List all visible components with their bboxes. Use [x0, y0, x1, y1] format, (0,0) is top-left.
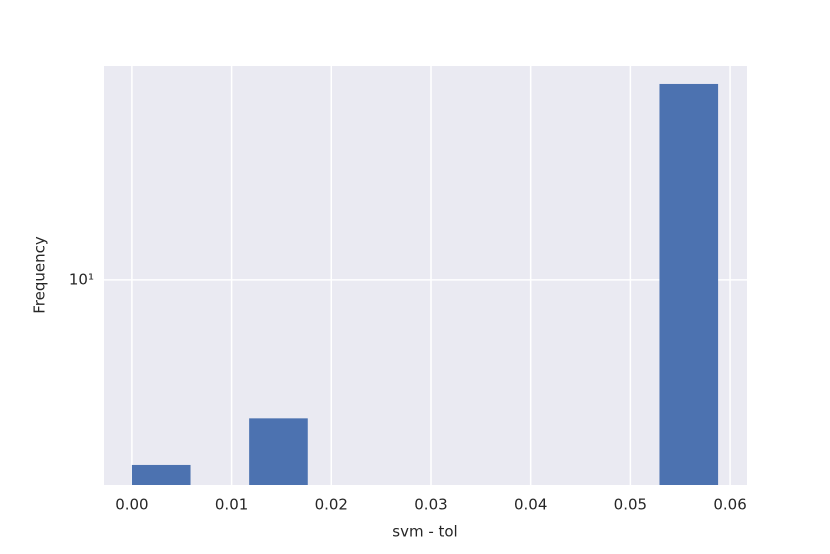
- bar: [659, 83, 719, 486]
- x-tick-label: 0.05: [614, 496, 647, 514]
- y-tick-label: 10¹: [69, 270, 94, 288]
- y-axis-label: Frequency: [31, 236, 49, 314]
- x-axis-label: svm - tol: [392, 523, 457, 541]
- x-tick-label: 0.00: [115, 496, 148, 514]
- bar: [249, 418, 308, 485]
- x-tick-label: 0.06: [713, 496, 746, 514]
- bar: [131, 464, 191, 485]
- x-tick-label: 0.01: [215, 496, 248, 514]
- x-tick-label: 0.04: [514, 496, 547, 514]
- plot-area: [104, 66, 747, 485]
- x-tick-label: 0.02: [315, 496, 348, 514]
- x-tick-label: 0.03: [414, 496, 447, 514]
